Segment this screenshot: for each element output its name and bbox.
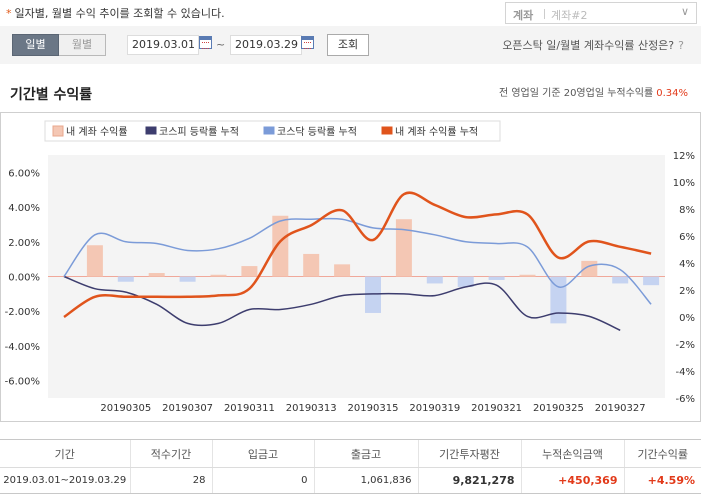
period-toggle: 일별 월별 bbox=[12, 34, 106, 56]
x-axis-tick-label: 20190321 bbox=[471, 403, 522, 414]
table-header: 누적손익금액 bbox=[520, 439, 624, 468]
return-chart: 6.00% 4.00% 2.00% 0.00% -2.00% -4.00% -6.00% 12… bbox=[0, 112, 701, 422]
daily-return-bar bbox=[519, 274, 536, 277]
legend-label: 코스닥 등락률 누적 bbox=[277, 126, 357, 138]
notice-star-icon: * bbox=[6, 7, 12, 20]
left-axis-tick-label: -6.00% bbox=[5, 377, 40, 388]
kospi-cum-line bbox=[63, 275, 621, 331]
howto-link[interactable]: 오픈스탁 일/월별 계좌수익률 산정은?? bbox=[502, 37, 684, 53]
tab-daily[interactable]: 일별 bbox=[12, 34, 59, 56]
period-cell: 2019.03.01~2019.03.29 bbox=[0, 467, 130, 494]
right-axis-tick-label: -6% bbox=[676, 394, 695, 405]
daily-return-bar bbox=[395, 219, 412, 277]
cumulative-return-value: 0.34% bbox=[656, 88, 688, 99]
date-range-tilde: ~ bbox=[216, 38, 226, 51]
kosdaq-cum-line bbox=[63, 217, 652, 305]
x-axis-tick-label: 20190319 bbox=[409, 403, 460, 414]
daily-return-bar bbox=[550, 276, 567, 324]
daily-return-bar bbox=[612, 276, 629, 284]
calendar-icon[interactable] bbox=[301, 36, 314, 49]
avg-balance-cell: 9,821,278 bbox=[417, 467, 521, 494]
right-axis-tick-label: 2% bbox=[679, 286, 695, 297]
tab-monthly[interactable]: 월별 bbox=[59, 34, 106, 56]
legend-swatch bbox=[381, 126, 393, 135]
right-axis-tick-label: 10% bbox=[673, 178, 695, 189]
legend-swatch bbox=[263, 126, 275, 135]
search-button[interactable]: 조회 bbox=[327, 34, 369, 56]
table-header: 기간투자평잔 bbox=[417, 439, 521, 468]
daily-return-bar bbox=[86, 245, 103, 277]
table-header: 적수기간 bbox=[129, 439, 212, 468]
end-date-input[interactable]: 2019.03.29 bbox=[230, 35, 302, 55]
x-axis-tick-label: 20190327 bbox=[595, 403, 646, 414]
cumulative-return-note: 전 영업일 기준 20영업일 누적수익률 0.34% bbox=[499, 84, 688, 99]
daily-return-bar bbox=[303, 253, 320, 277]
start-date-input[interactable]: 2019.03.01 bbox=[127, 35, 199, 55]
x-axis-tick-label: 20190315 bbox=[348, 403, 399, 414]
account-value: 계좌#2 bbox=[551, 9, 588, 22]
account-cum-line bbox=[63, 191, 652, 319]
left-axis-tick-label: 6.00% bbox=[8, 168, 40, 179]
cumulative-return-label: 전 영업일 기준 20영업일 누적수익률 bbox=[498, 88, 654, 99]
daily-return-bar bbox=[210, 274, 227, 277]
daily-return-bar bbox=[179, 276, 196, 282]
left-axis-tick-label: 0.00% bbox=[8, 273, 40, 284]
question-icon[interactable]: ? bbox=[678, 39, 684, 52]
left-axis-tick-label: 4.00% bbox=[8, 203, 40, 214]
daily-return-bar bbox=[334, 264, 351, 277]
legend-label: 코스피 등락률 누적 bbox=[159, 126, 239, 138]
cum-pnl-cell: +450,369 bbox=[520, 467, 624, 494]
legend-label: 내 계좌 수익률 누적 bbox=[395, 126, 478, 138]
table-header: 입금고 bbox=[211, 439, 314, 468]
x-axis-tick-label: 20190325 bbox=[533, 403, 584, 414]
legend-label: 내 계좌 수익률 bbox=[66, 126, 128, 138]
daily-return-bar bbox=[426, 276, 443, 284]
x-axis-tick-label: 20190307 bbox=[162, 403, 213, 414]
table-row: 2019.03.01~2019.03.29 28 0 1,061,836 9,8… bbox=[0, 467, 701, 494]
daily-return-bar bbox=[457, 276, 474, 287]
days-cell: 28 bbox=[129, 467, 212, 494]
right-axis-tick-label: -2% bbox=[676, 340, 695, 351]
return-chart-svg: 6.00% 4.00% 2.00% 0.00% -2.00% -4.00% -6.00% 12… bbox=[5, 120, 695, 414]
page-title: 기간별 수익률 bbox=[10, 87, 93, 103]
right-axis-tick-label: 6% bbox=[679, 232, 695, 243]
x-axis-tick-label: 20190311 bbox=[224, 403, 275, 414]
daily-return-bar bbox=[241, 266, 258, 277]
right-axis-tick-label: 0% bbox=[679, 313, 695, 324]
legend-swatch bbox=[145, 126, 157, 135]
daily-return-bar bbox=[148, 273, 165, 277]
table-header: 출금고 bbox=[313, 439, 418, 468]
chevron-down-icon: ∨ bbox=[680, 5, 689, 18]
notice-message: 일자별, 월별 수익 추이를 조회할 수 있습니다. bbox=[14, 7, 225, 20]
legend-swatch bbox=[52, 125, 64, 137]
account-label: 계좌 bbox=[513, 9, 534, 22]
table-header: 기간수익률 bbox=[623, 439, 701, 468]
account-select[interactable]: 계좌 계좌#2 ∨ bbox=[505, 2, 697, 24]
deposit-cell: 0 bbox=[211, 467, 314, 494]
howto-text: 오픈스탁 일/월별 계좌수익률 산정은? bbox=[502, 39, 675, 52]
account-separator bbox=[544, 9, 545, 19]
daily-return-bar bbox=[488, 276, 505, 280]
left-axis-tick-label: -4.00% bbox=[5, 342, 40, 353]
right-axis-tick-label: 12% bbox=[673, 151, 695, 162]
table-header: 기간 bbox=[0, 439, 130, 468]
calendar-icon[interactable] bbox=[199, 36, 212, 49]
notice-text: * 일자별, 월별 수익 추이를 조회할 수 있습니다. bbox=[6, 5, 225, 21]
right-axis-tick-label: -4% bbox=[676, 367, 695, 378]
query-toolbar: 일별 월별 2019.03.01 ~ 2019.03.29 조회 오픈스탁 일/… bbox=[0, 26, 701, 64]
left-axis-tick-label: -2.00% bbox=[5, 307, 40, 318]
table-header-row: 기간 적수기간 입금고 출금고 기간투자평잔 누적손익금액 기간수익률 bbox=[0, 439, 701, 468]
left-axis-tick-label: 2.00% bbox=[8, 238, 40, 249]
right-axis-tick-label: 8% bbox=[679, 205, 695, 216]
summary-table: 기간 적수기간 입금고 출금고 기간투자평잔 누적손익금액 기간수익률 2019… bbox=[0, 439, 701, 494]
x-axis-tick-label: 20190313 bbox=[286, 403, 337, 414]
daily-return-bar bbox=[272, 215, 289, 277]
daily-return-bar bbox=[643, 276, 660, 286]
x-axis-tick-label: 20190305 bbox=[100, 403, 151, 414]
withdrawal-cell: 1,061,836 bbox=[313, 467, 418, 494]
right-axis-tick-label: 4% bbox=[679, 259, 695, 270]
period-return-cell: +4.59% bbox=[623, 467, 701, 494]
daily-return-bar bbox=[117, 276, 134, 282]
daily-return-bar bbox=[365, 276, 381, 313]
